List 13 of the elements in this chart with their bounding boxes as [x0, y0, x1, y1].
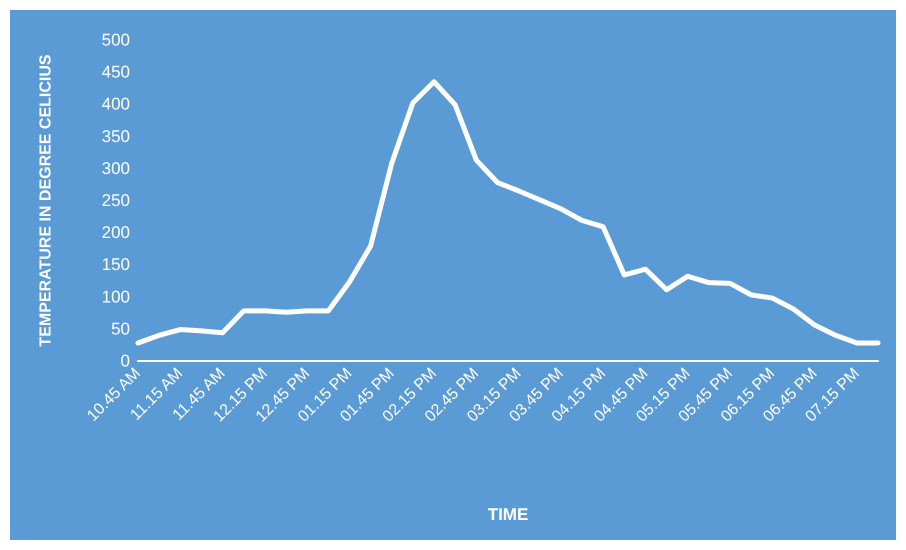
y-tick-label: 100	[102, 287, 130, 306]
y-tick-label: 500	[102, 30, 130, 50]
y-tick-label: 300	[102, 158, 130, 178]
y-axis-title: TEMPERATURE IN DEGREE CELICIUS	[38, 54, 54, 347]
x-axis-title: TIME	[488, 505, 528, 524]
y-tick-label: 450	[102, 62, 130, 82]
y-tick-label: 200	[102, 223, 130, 242]
y-tick-label: 400	[102, 94, 130, 114]
y-tick-label: 250	[102, 191, 130, 210]
y-tick-label: 150	[102, 255, 130, 274]
y-tick-label: 0	[120, 352, 130, 370]
y-tick-label: 50	[111, 319, 130, 338]
y-tick-label: 350	[102, 126, 130, 146]
